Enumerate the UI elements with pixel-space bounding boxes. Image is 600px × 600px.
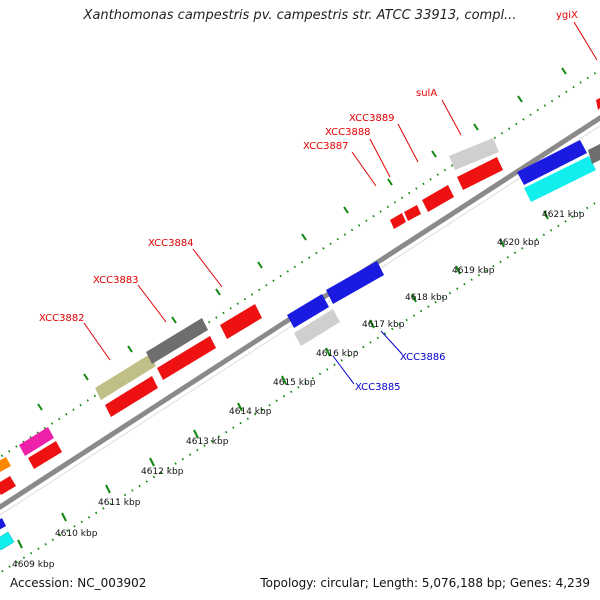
tick-label-4610: 4610 kbp (55, 529, 98, 539)
gene-red-3884[interactable] (220, 304, 262, 339)
tick-label-4613: 4613 kbp (186, 437, 229, 447)
gene-red-sula[interactable] (457, 157, 503, 190)
genes (0, 98, 600, 551)
gene-gray-3883[interactable] (146, 318, 208, 364)
tick-label-4612: 4612 kbp (141, 467, 184, 477)
gene-gray-right[interactable] (588, 144, 600, 164)
gene-orange[interactable] (0, 457, 11, 472)
tick-label-4616: 4616 kbp (316, 349, 359, 359)
tick-label-4615: 4615 kbp (273, 378, 316, 388)
gene-blue-left[interactable] (0, 518, 6, 530)
gene-label-xcc3887[interactable]: XCC3887 (303, 141, 349, 152)
map-title: Xanthomonas campestris pv. campestris st… (83, 8, 517, 23)
gene-red-left-2[interactable] (28, 441, 62, 469)
gene-label-xcc3889[interactable]: XCC3889 (349, 113, 395, 124)
gene-blue-3886[interactable] (326, 261, 384, 304)
label-connectors (83, 21, 598, 385)
gene-red-3888[interactable] (404, 205, 421, 221)
gene-label-xcc3886[interactable]: XCC3886 (400, 352, 446, 363)
gene-labels: ygiX sulA XCC3889 XCC3888 XCC3887 XCC388… (39, 10, 578, 393)
gene-label-xcc3882[interactable]: XCC3882 (39, 313, 85, 324)
tick-label-4617: 4617 kbp (362, 320, 405, 330)
gene-label-xcc3885[interactable]: XCC3885 (355, 382, 401, 393)
outer-major-ticks (37, 67, 567, 411)
gene-light-3885[interactable] (294, 309, 340, 346)
tick-label-4614: 4614 kbp (229, 407, 272, 417)
tick-label-4611: 4611 kbp (98, 498, 141, 508)
scale-labels: 4609 kbp 4610 kbp 4611 kbp 4612 kbp 4613… (12, 210, 585, 570)
genome-summary: Topology: circular; Length: 5,076,188 bp… (260, 576, 590, 590)
gene-red-3883[interactable] (157, 336, 216, 380)
gene-red-right[interactable] (596, 98, 600, 110)
gene-red-3882[interactable] (105, 376, 158, 417)
gene-red-3887[interactable] (390, 213, 406, 229)
inner-major-ticks (17, 210, 549, 549)
gene-rna-3882[interactable] (95, 354, 156, 400)
tick-label-4621: 4621 kbp (542, 210, 585, 220)
gene-magenta[interactable] (19, 427, 54, 456)
gene-label-xcc3883[interactable]: XCC3883 (93, 275, 139, 286)
inner-tick-track (0, 199, 600, 574)
gene-red-left-1[interactable] (0, 476, 16, 495)
gene-blue-3885[interactable] (287, 294, 329, 328)
gene-light-sula[interactable] (449, 138, 499, 170)
gene-cyan-1[interactable] (0, 531, 15, 551)
gene-label-xcc3888[interactable]: XCC3888 (325, 127, 371, 138)
accession-label: Accession: NC_003902 (10, 576, 147, 590)
tick-label-4619: 4619 kbp (452, 266, 495, 276)
gene-blue-right[interactable] (517, 140, 587, 185)
tick-label-4620: 4620 kbp (497, 238, 540, 248)
gene-cyan-right[interactable] (524, 156, 596, 202)
gene-label-sula[interactable]: sulA (416, 88, 437, 99)
tick-label-4609: 4609 kbp (12, 560, 55, 570)
outer-tick-track (0, 69, 600, 459)
gene-label-ygix[interactable]: ygiX (556, 10, 578, 21)
tick-label-4618: 4618 kbp (405, 293, 448, 303)
gene-label-xcc3884[interactable]: XCC3884 (148, 238, 194, 249)
gene-red-3889[interactable] (422, 185, 454, 212)
